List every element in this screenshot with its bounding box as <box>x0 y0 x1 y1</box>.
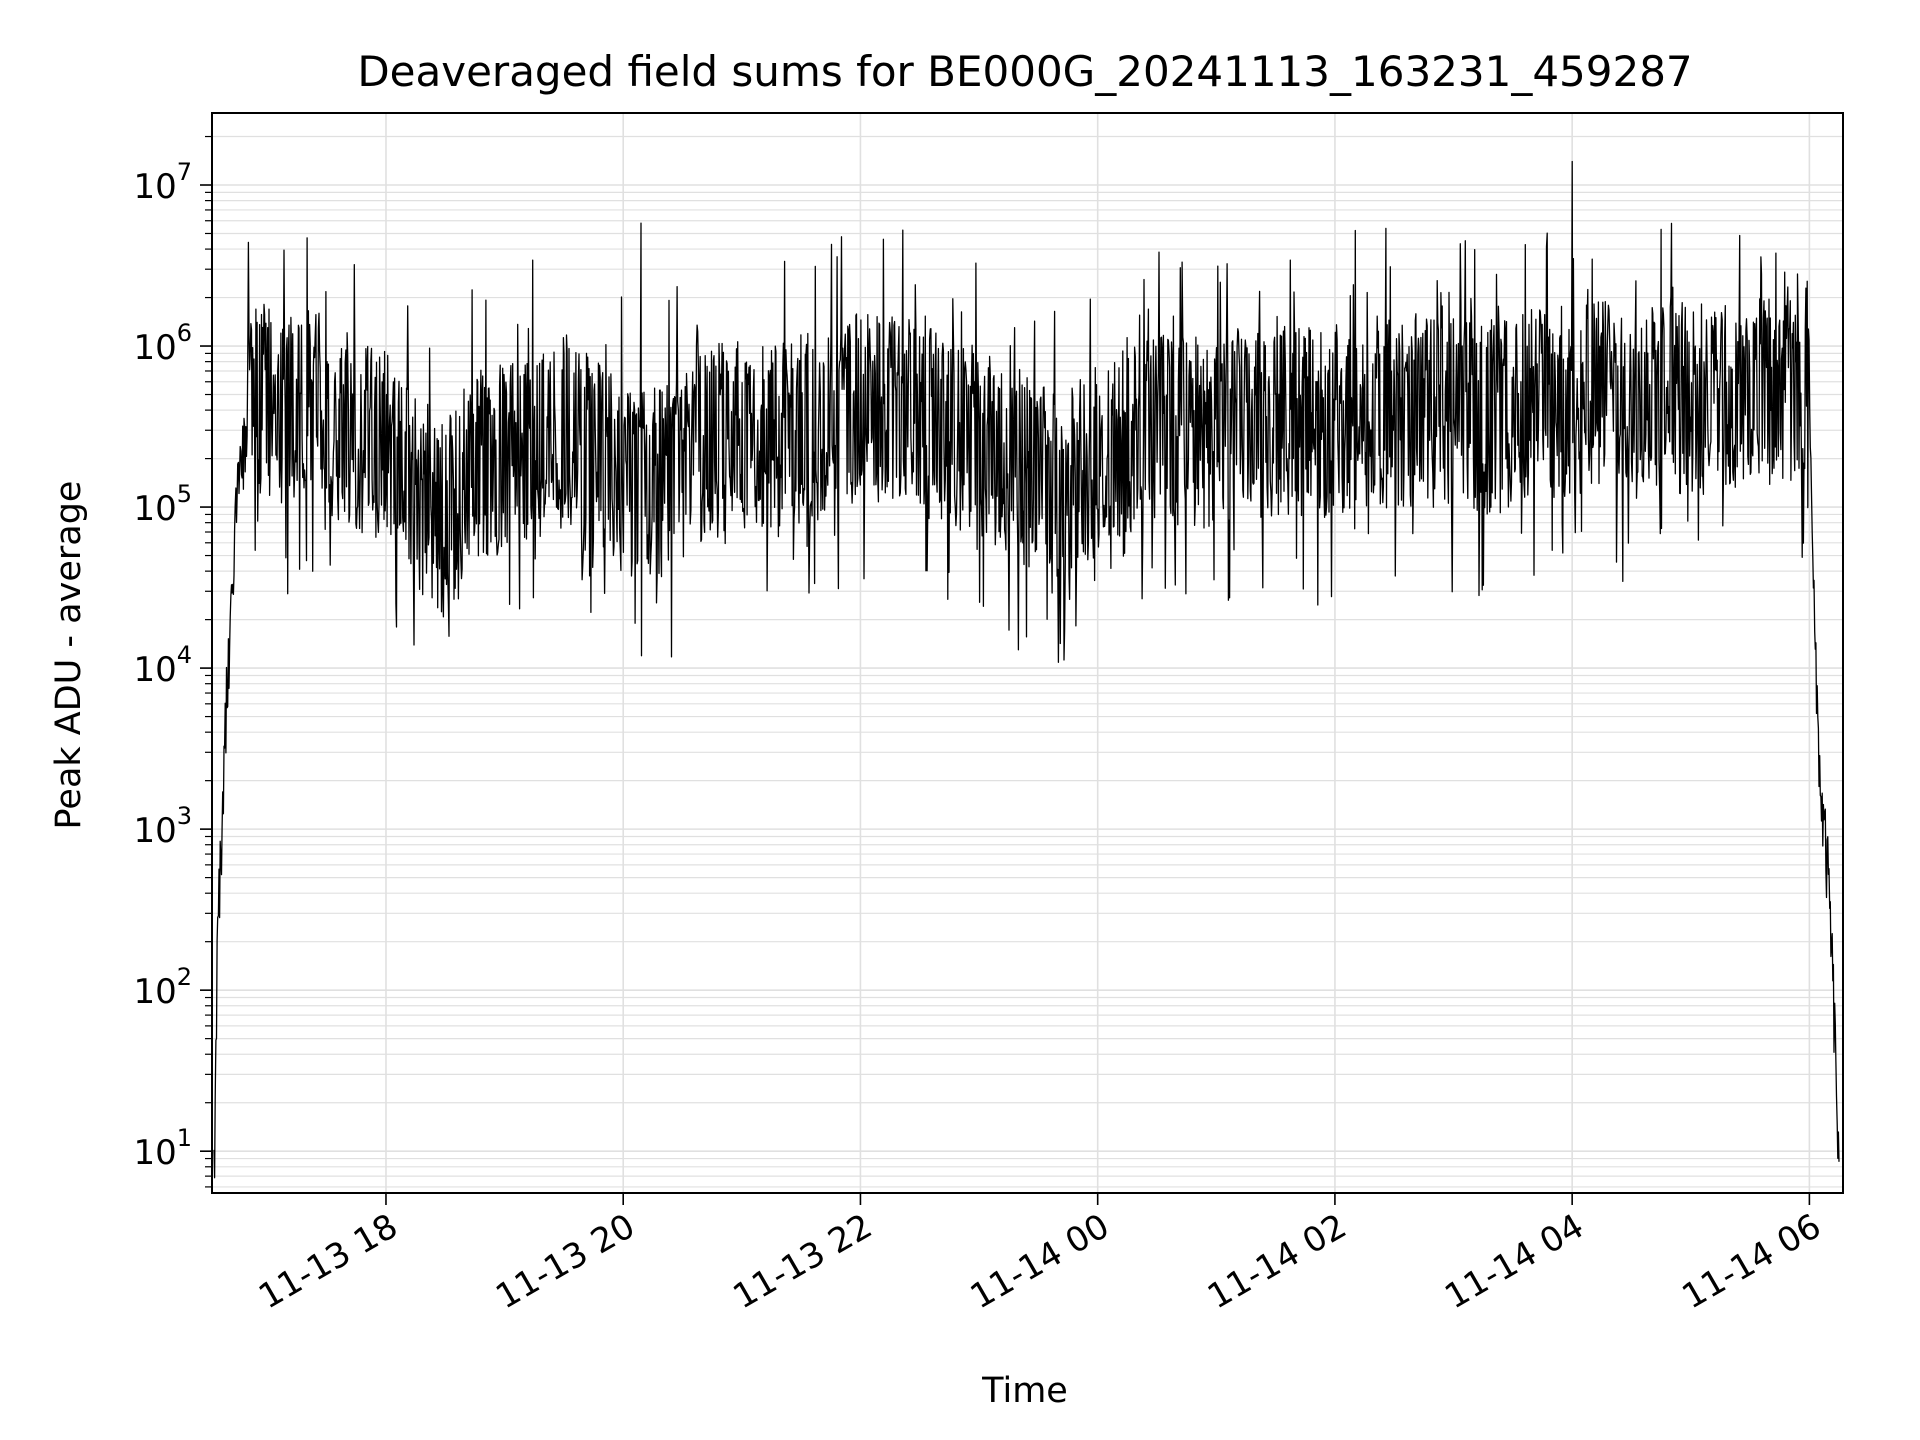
y-tick-label: 104 <box>133 641 192 690</box>
chart-title: Deaveraged field sums for BE000G_2024111… <box>357 47 1692 96</box>
y-tick-label: 107 <box>133 158 192 207</box>
series-layer <box>213 160 1840 1179</box>
y-tick-label: 103 <box>133 802 192 851</box>
x-axis-label: Time <box>981 1371 1068 1411</box>
grid <box>212 113 1843 1193</box>
series-line <box>213 160 1840 1179</box>
y-tick-label: 106 <box>133 319 192 368</box>
y-axis-label: Peak ADU - average <box>49 481 89 830</box>
y-tick-label: 105 <box>133 480 192 529</box>
y-tick-label: 101 <box>133 1124 192 1173</box>
plot-frame <box>211 112 1844 1194</box>
y-tick-label: 102 <box>133 963 192 1012</box>
